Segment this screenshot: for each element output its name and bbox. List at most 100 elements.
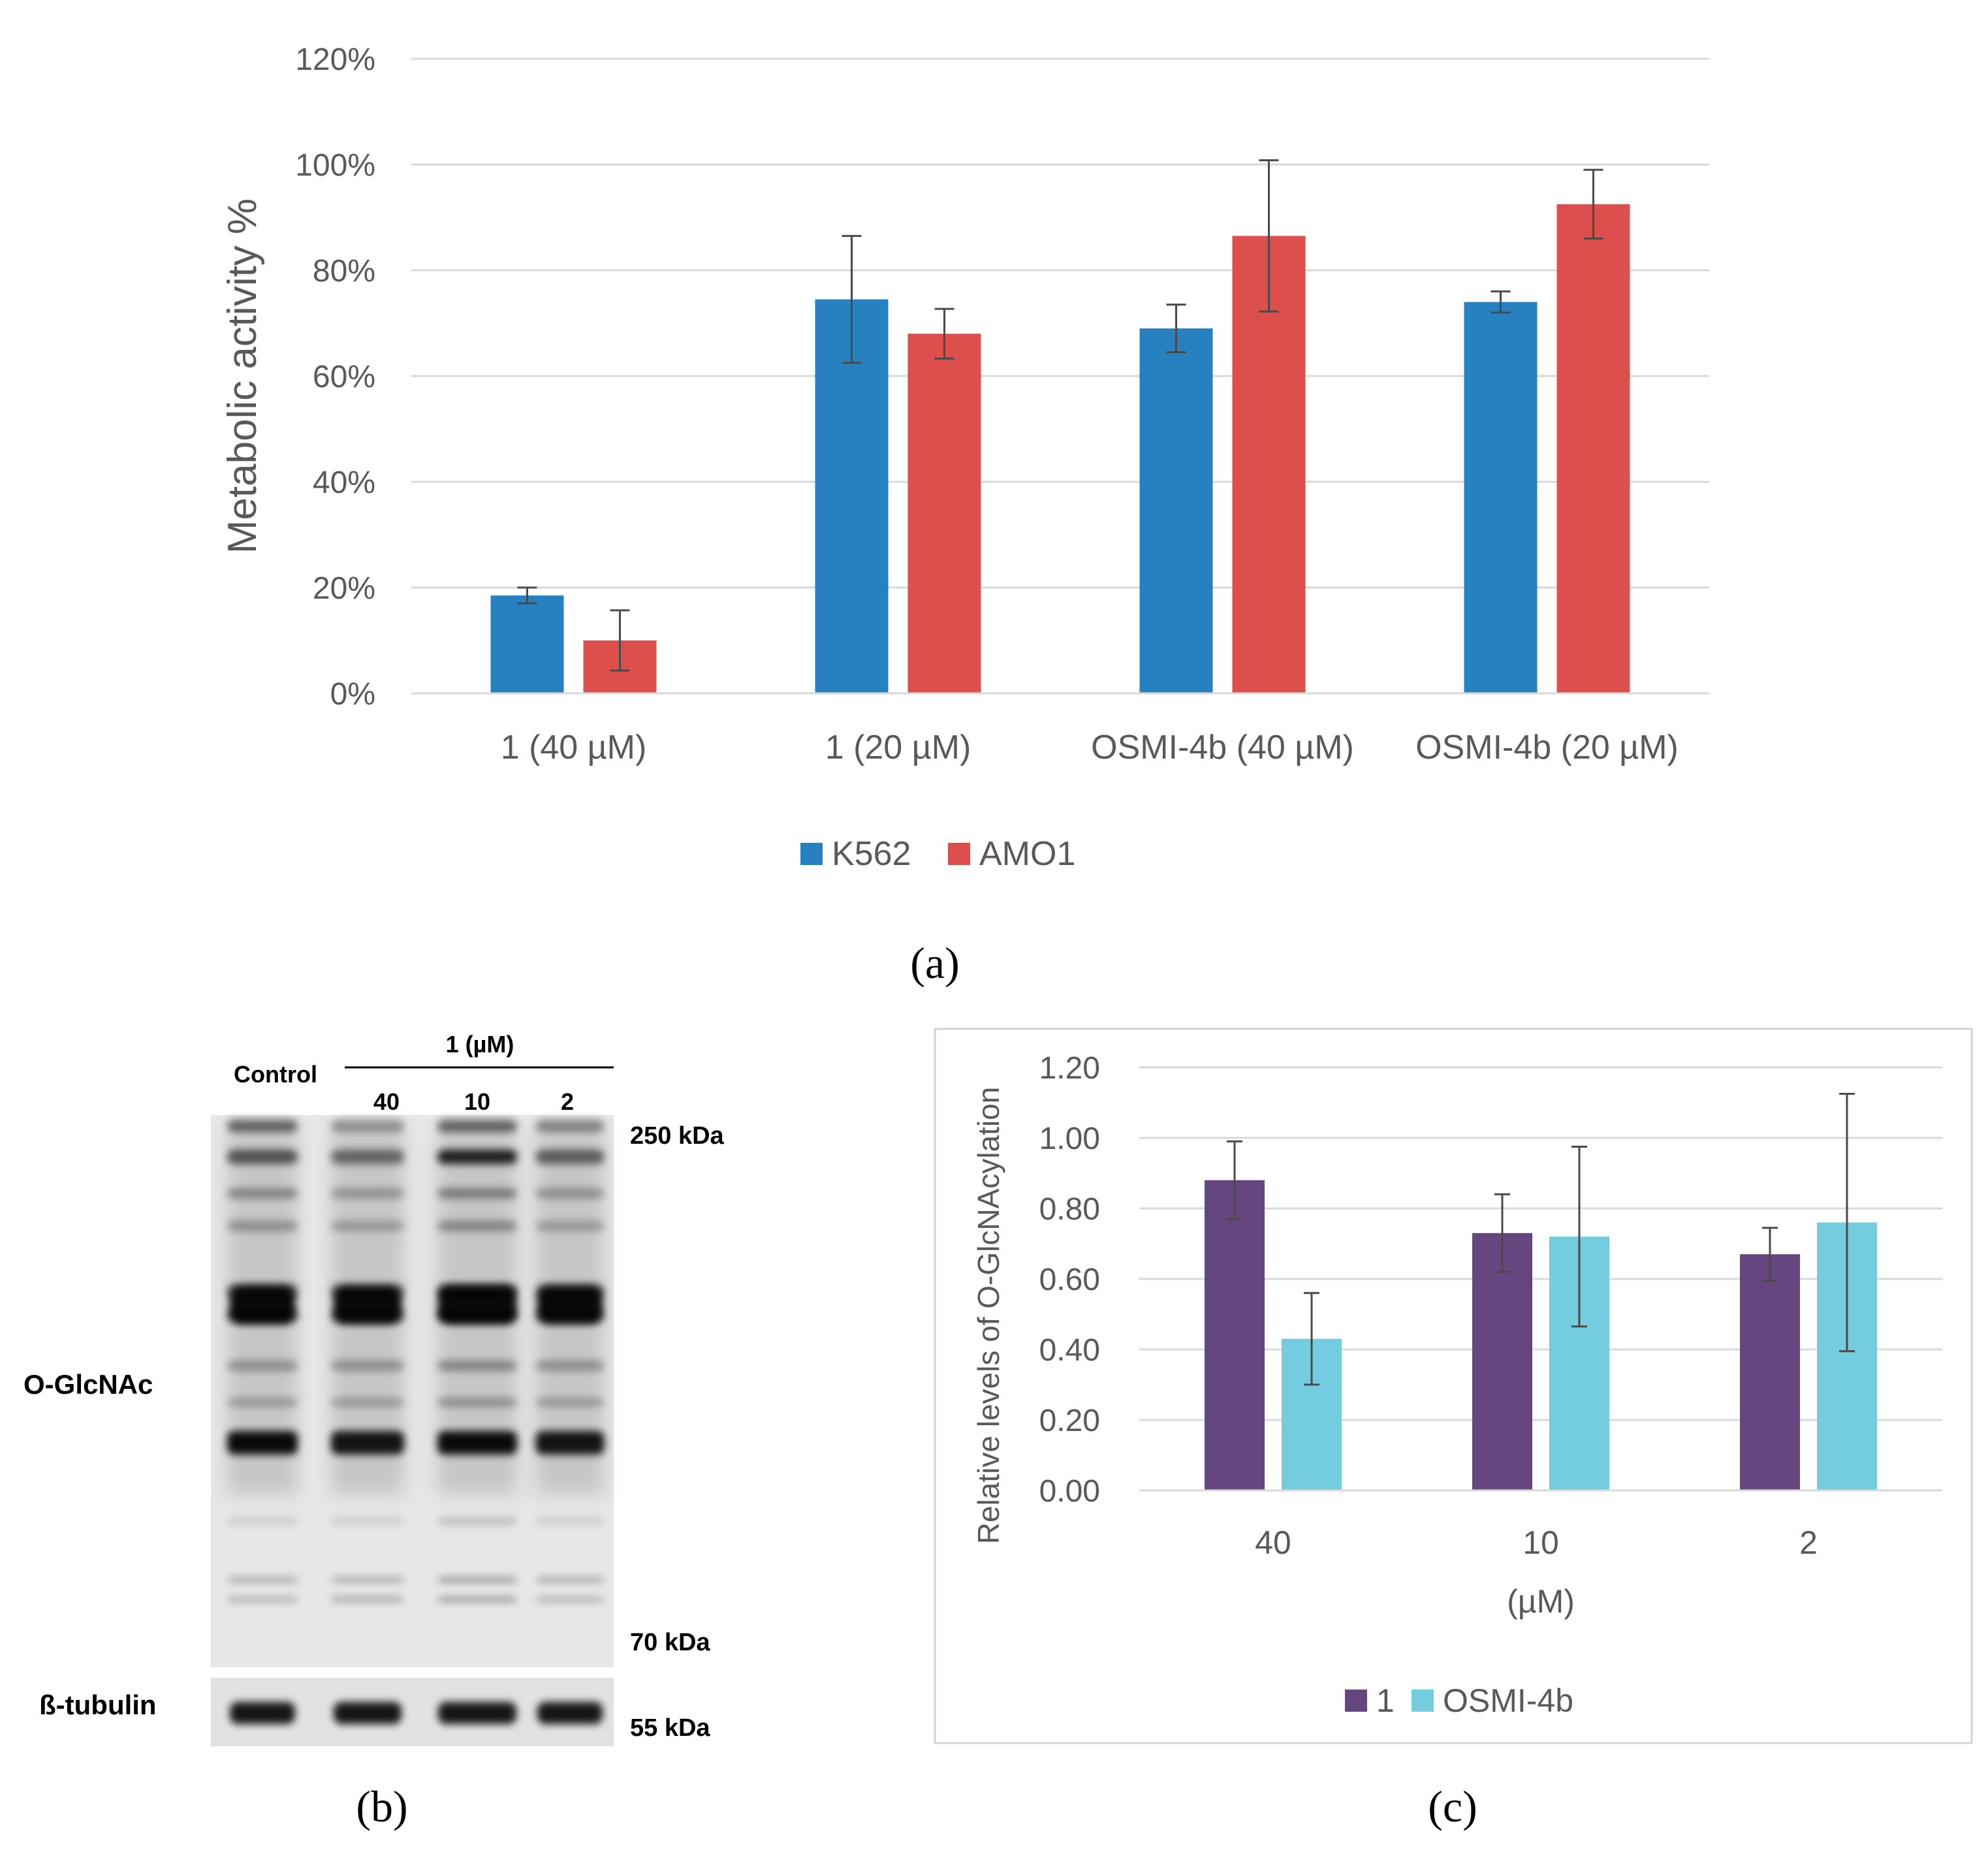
- y-tick-label: 120%: [295, 42, 375, 77]
- protein-band: [438, 1286, 516, 1324]
- tubulin-band: [438, 1702, 516, 1724]
- protein-band: [535, 1431, 605, 1455]
- protein-band: [437, 1517, 517, 1525]
- lane-label: 40: [373, 1088, 400, 1115]
- legend-swatch: [800, 843, 823, 865]
- x-tick-label: 2: [1799, 1524, 1818, 1561]
- protein-band: [437, 1577, 517, 1583]
- legend-swatch: [1412, 1690, 1434, 1712]
- protein-band: [227, 1517, 298, 1525]
- x-tick-label: 1 (20 µM): [825, 729, 971, 766]
- bar: [1556, 204, 1630, 693]
- legend-label: AMO1: [979, 835, 1075, 873]
- marker-70-kda: 70 kDa: [630, 1629, 710, 1656]
- protein-band: [331, 1398, 404, 1407]
- protein-band: [331, 1120, 404, 1133]
- y-tick-label: 0.00: [1039, 1474, 1100, 1509]
- marker-55-kda: 55 kDa: [630, 1714, 710, 1742]
- legend-swatch: [1345, 1690, 1367, 1712]
- y-tick-label: 0.20: [1039, 1404, 1100, 1438]
- protein-band: [437, 1188, 517, 1199]
- tubulin-band: [334, 1702, 402, 1724]
- protein-band: [437, 1120, 517, 1133]
- protein-band: [535, 1361, 605, 1371]
- bar: [1464, 302, 1538, 694]
- protein-band: [437, 1221, 517, 1231]
- y-tick-label: 0%: [330, 677, 375, 712]
- protein-band: [537, 1286, 603, 1324]
- protein-band: [331, 1361, 404, 1371]
- protein-band: [227, 1398, 298, 1407]
- protein-band: [227, 1188, 298, 1199]
- protein-band: [331, 1188, 404, 1199]
- protein-band: [535, 1150, 605, 1164]
- protein-band: [230, 1286, 295, 1324]
- protein-band: [227, 1120, 298, 1133]
- protein-band: [535, 1221, 605, 1231]
- protein-band: [227, 1431, 298, 1455]
- protein-band: [227, 1361, 298, 1371]
- protein-band: [535, 1596, 605, 1603]
- protein-band: [331, 1150, 404, 1164]
- tubulin-band: [537, 1702, 603, 1724]
- protein-band: [331, 1596, 404, 1603]
- tubulin-band: [230, 1702, 295, 1724]
- legend-label: OSMI-4b: [1443, 1682, 1573, 1719]
- blot-bands: [227, 1120, 605, 1724]
- bar: [815, 299, 889, 693]
- protein-band: [227, 1221, 298, 1231]
- legend-label: 1: [1376, 1682, 1395, 1719]
- legend-swatch: [948, 843, 970, 865]
- y-axis-label: Metabolic activity %: [220, 198, 265, 554]
- bar: [1205, 1180, 1265, 1490]
- o-glcnac-label: O-GlcNAc: [24, 1369, 153, 1400]
- protein-band: [437, 1398, 517, 1407]
- x-axis-label: (µM): [1507, 1583, 1575, 1620]
- y-tick-label: 0.60: [1039, 1263, 1100, 1297]
- protein-band: [227, 1577, 298, 1583]
- protein-band: [331, 1431, 404, 1455]
- treatment-label: 1 (µM): [446, 1031, 514, 1058]
- y-tick-label: 20%: [313, 571, 375, 606]
- bar: [1740, 1254, 1800, 1490]
- protein-band: [331, 1577, 404, 1583]
- protein-band: [535, 1120, 605, 1133]
- protein-band: [535, 1517, 605, 1525]
- panel-label-a: (a): [910, 938, 959, 988]
- x-tick-label: OSMI-4b (40 µM): [1091, 729, 1354, 766]
- y-tick-label: 80%: [313, 254, 375, 289]
- protein-band: [535, 1398, 605, 1407]
- y-axis-label: Relative levels of O-GlcNAcylation: [971, 1087, 1005, 1544]
- y-tick-label: 40%: [313, 465, 375, 500]
- x-tick-label: 10: [1523, 1524, 1559, 1561]
- marker-250-kda: 250 kDa: [630, 1122, 725, 1150]
- lane-label: 2: [561, 1088, 574, 1115]
- protein-band: [227, 1150, 298, 1164]
- chart-c: 0.00 0.20 0.40 0.60 0.80 1.00 1.20 40 10 2 Relativ…: [971, 1051, 1942, 1719]
- protein-band: [227, 1596, 298, 1603]
- bar: [1472, 1233, 1532, 1490]
- control-label: Control: [234, 1061, 317, 1088]
- protein-band: [331, 1221, 404, 1231]
- y-tick-label: 100%: [295, 148, 375, 183]
- x-tick-label: 1 (40 µM): [501, 729, 647, 766]
- y-tick-label: 60%: [313, 360, 375, 394]
- x-tick-label: 40: [1255, 1524, 1291, 1561]
- protein-band: [437, 1361, 517, 1371]
- y-tick-label: 0.40: [1039, 1333, 1100, 1368]
- lane-label: 10: [464, 1088, 490, 1115]
- chart-a: 0% 20% 40% 60% 80% 100% 120% 1 (40 µM) 1 (20 µM)…: [220, 42, 1709, 873]
- bar: [490, 595, 564, 693]
- panel-label-b: (b): [356, 1782, 407, 1831]
- y-tick-label: 1.00: [1039, 1122, 1100, 1156]
- legend-label: K562: [832, 835, 911, 873]
- y-tick-label: 0.80: [1039, 1192, 1100, 1227]
- protein-band: [331, 1517, 404, 1525]
- x-tick-label: OSMI-4b (20 µM): [1415, 729, 1679, 766]
- protein-band: [437, 1431, 517, 1455]
- protein-band: [535, 1188, 605, 1199]
- beta-tubulin-label: ß-tubulin: [39, 1690, 157, 1720]
- western-blot: Control 1 (µM) 40 10 2 250 kDa 70 kDa 55…: [24, 1031, 725, 1746]
- y-tick-label: 1.20: [1039, 1051, 1100, 1086]
